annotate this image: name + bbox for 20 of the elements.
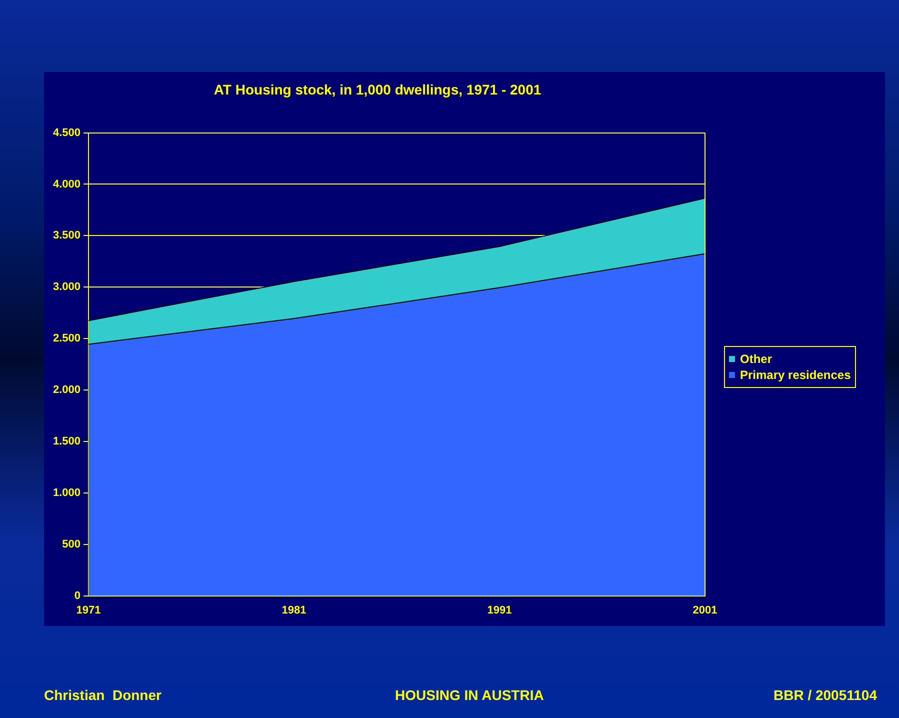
y-tick-label: 1.500: [52, 436, 81, 448]
x-tick-label: 1981: [282, 604, 306, 616]
legend-label: Other: [740, 352, 772, 366]
y-tick-label: 2.000: [52, 384, 81, 396]
x-tick-label: 1971: [76, 604, 101, 616]
x-tick-label: 1991: [487, 604, 512, 616]
y-tick-label: 0: [74, 590, 81, 602]
y-tick-label: 500: [62, 538, 81, 550]
x-tick-label: 2001: [692, 604, 718, 616]
y-tick-label: 4.500: [52, 126, 81, 139]
text: Christian Donner: [44, 687, 162, 703]
text: BBR / 20051104: [773, 687, 877, 703]
y-tick-label: 3.500: [52, 230, 81, 242]
text: HOUSING IN AUSTRIA: [395, 687, 544, 703]
y-tick-label: 1.000: [52, 486, 81, 499]
chart-title: AT Housing stock, in 1,000 dwellings, 1971 - 2001: [214, 81, 542, 98]
legend-label: Primary residences: [740, 368, 851, 382]
y-tick-label: 3.000: [52, 281, 81, 294]
y-tick-label: 2.500: [52, 332, 81, 345]
y-tick-label: 4.000: [52, 178, 81, 190]
